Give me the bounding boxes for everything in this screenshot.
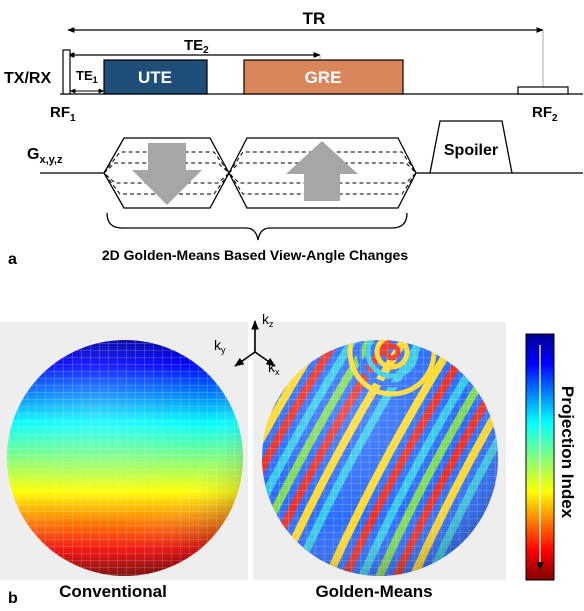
up-arrow — [286, 141, 358, 201]
colorbar: Projection Index — [525, 333, 577, 581]
te1-label: TE1 — [76, 68, 98, 85]
tr-label: TR — [303, 9, 326, 28]
down-arrow — [132, 143, 202, 205]
kspace-axes: kz ky kx — [214, 311, 280, 377]
panel-a-label: a — [8, 251, 17, 268]
brace-caption: 2D Golden-Means Based View-Angle Changes — [102, 247, 408, 263]
golden-means-caption: Golden-Means — [315, 582, 432, 601]
rf2-label: RF2 — [532, 104, 558, 124]
panel-b-label: b — [8, 590, 18, 607]
conventional-caption: Conventional — [59, 582, 167, 601]
colorbar-label: Projection Index — [558, 386, 577, 519]
rf1-label: RF1 — [50, 104, 76, 124]
conventional-sphere — [7, 340, 243, 576]
gre-gradient-lobe — [228, 137, 417, 209]
gradient-label: Gx,y,z — [27, 146, 63, 166]
spoiler-label: Spoiler — [444, 142, 498, 159]
ute-gradient-lobe — [103, 137, 230, 209]
ute-label: UTE — [138, 68, 172, 87]
kx-label: kx — [268, 359, 280, 377]
rf1-pulse — [62, 49, 71, 95]
ky-label: ky — [214, 337, 226, 355]
sequence-diagram: TR TE2 TX/RX RF1 TE1 UTE GRE RF2 Gx,y,z — [4, 9, 583, 268]
gre-block — [243, 59, 404, 95]
ute-block — [103, 59, 208, 95]
txrx-label: TX/RX — [4, 70, 51, 87]
kz-label: kz — [262, 311, 274, 329]
rf2-pulse — [517, 86, 569, 95]
spoiler-gradient — [429, 120, 513, 174]
brace — [106, 212, 408, 241]
gre-label: GRE — [305, 68, 342, 87]
te2-label: TE2 — [184, 37, 209, 56]
sphere-panels: kz ky kx Projection Index b Conventional… — [0, 311, 577, 607]
